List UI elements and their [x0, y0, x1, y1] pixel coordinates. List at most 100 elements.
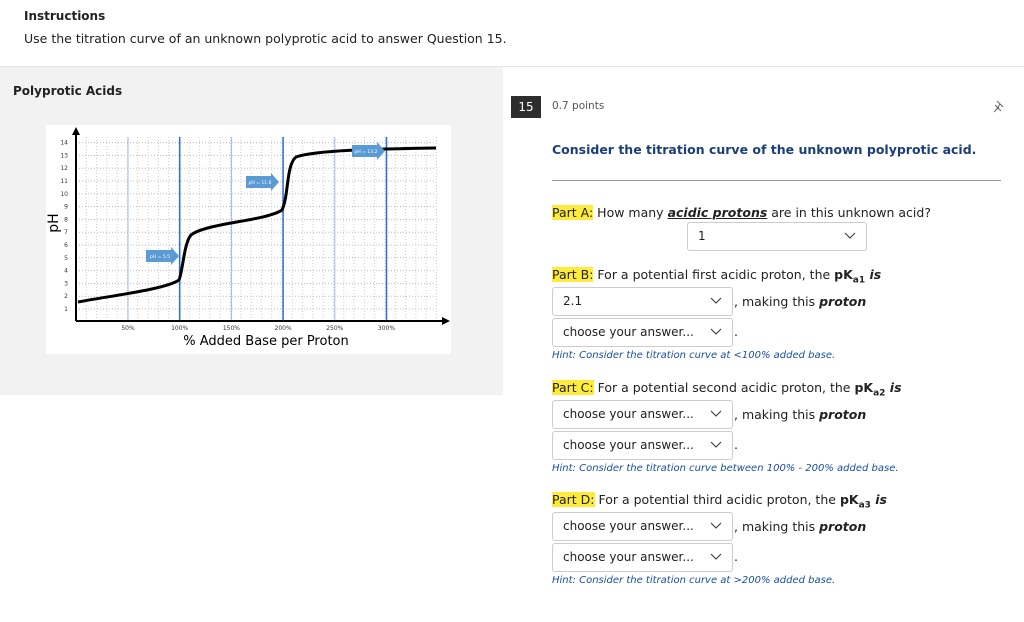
period: .: [734, 549, 738, 564]
prompt-divider: [552, 180, 1001, 181]
y-tick-label: 4: [64, 268, 68, 275]
y-arrow: [72, 127, 80, 135]
y-tick-label: 6: [64, 242, 68, 249]
y-label: pH: [46, 213, 62, 232]
points: 0.7 points: [552, 100, 605, 112]
part-label: Part D: [552, 492, 591, 507]
select-value: 2.1: [563, 294, 583, 308]
select-value: choose your answer...: [563, 325, 694, 339]
answer-select[interactable]: 2.1: [552, 287, 733, 316]
colon: :: [589, 379, 594, 395]
x-label: % Added Base per Proton: [183, 334, 348, 349]
period: .: [734, 549, 738, 564]
proton: proton: [819, 519, 867, 534]
text: , making this: [734, 406, 820, 422]
x-tick-label: 100%: [171, 325, 188, 332]
select-value: choose your answer...: [563, 406, 694, 421]
colon: :: [588, 205, 594, 220]
hint-text: Hint: Consider the titration curve betwe…: [552, 462, 899, 474]
y-tick-label: 3: [64, 280, 68, 287]
answer-select[interactable]: 1: [687, 222, 867, 251]
part-label: Part B: [552, 267, 590, 282]
figure-title: Polyprotic Acids: [13, 84, 123, 98]
y-tick-label: 14: [60, 140, 68, 147]
part: Part B: For a potential first acidic pro…: [552, 267, 881, 286]
part-label: Part A: [552, 205, 589, 220]
annotation: pH = 13.2: [355, 149, 378, 155]
emphasis: acidic protons: [667, 205, 768, 220]
is: is: [870, 492, 887, 507]
y-tick-label: 8: [64, 216, 68, 223]
pk: pK: [839, 492, 859, 507]
part-a: Part A: How many acidic protons are in t…: [552, 205, 931, 220]
annotation: pH = 5.5: [150, 254, 170, 260]
is: is: [885, 379, 902, 395]
period: .: [734, 324, 738, 339]
select-value: 1: [698, 229, 706, 243]
x-tick-label: 150%: [223, 325, 240, 332]
period: .: [734, 436, 738, 452]
hint: Hint: Consider the titration curve at >2…: [552, 575, 835, 586]
y-tick-label: 12: [60, 165, 68, 172]
figure-bg: [46, 125, 451, 354]
pk-sub: a1: [852, 275, 866, 286]
y-tick-label: 11: [60, 178, 68, 185]
pk: pK: [834, 267, 853, 282]
instructions-text: Use the titration curve of an unknown po…: [24, 31, 507, 46]
answer-select[interactable]: choose your answer...: [552, 318, 733, 347]
colon: :: [589, 267, 594, 282]
part: Part D: For a potential third acidic pro…: [552, 492, 887, 511]
hint: Hint: Consider the titration curve at <1…: [552, 350, 835, 361]
text: For a potential second acidic proton, th…: [593, 379, 855, 395]
x-tick-label: 300%: [378, 325, 395, 332]
y-tick-label: 13: [60, 152, 68, 159]
making: , making this proton: [734, 407, 866, 422]
text: are in this unknown acid?: [767, 205, 931, 220]
x-arrow: [442, 317, 450, 325]
part-label: Part C: [552, 379, 590, 395]
period: .: [734, 324, 738, 339]
colon: :: [590, 492, 595, 507]
y-tick-label: 2: [64, 293, 68, 300]
making: , making this proton: [734, 519, 866, 534]
x-tick-label: 250%: [326, 325, 343, 332]
proton: proton: [819, 406, 867, 422]
answer-select[interactable]: choose your answer...: [552, 512, 733, 541]
text: For a potential first acidic proton, the: [593, 267, 835, 282]
text: , making this: [734, 294, 820, 309]
text: How many: [593, 205, 668, 220]
hint: Hint: Consider the titration curve betwe…: [552, 463, 899, 474]
pin-icon[interactable]: [992, 98, 1008, 114]
titration-figure: pH % Added Base per Proton 1234567891011…: [46, 125, 451, 354]
annotation-arrow: [146, 247, 179, 265]
titration-curve: [77, 146, 437, 304]
select-value: choose your answer...: [563, 550, 694, 564]
prompt: Consider the titration curve of the unkn…: [552, 142, 977, 157]
question-number: 15: [511, 96, 541, 118]
x-tick-label: 50%: [121, 325, 135, 332]
divider: [0, 66, 1024, 67]
annotation: pH = 11.6: [249, 180, 272, 186]
hint-text: Hint: Consider the titration curve at >2…: [552, 575, 836, 586]
answer-select[interactable]: choose your answer...: [552, 543, 733, 572]
x-tick-label: 200%: [275, 325, 292, 332]
text: , making this: [734, 519, 820, 534]
hint-text: Hint: Consider the titration curve at <1…: [552, 350, 836, 361]
y-tick-label: 7: [64, 229, 68, 236]
instructions-title: Instructions: [24, 9, 106, 23]
annotation-arrow: [246, 173, 279, 191]
making: , making this proton: [734, 294, 866, 309]
period: .: [734, 437, 738, 452]
text: For a potential third acidic proton, the: [594, 492, 840, 507]
answer-select[interactable]: choose your answer...: [552, 430, 733, 460]
pk-sub: a3: [858, 500, 871, 511]
select-value: choose your answer...: [563, 519, 694, 533]
pk-sub: a2: [873, 388, 886, 398]
answer-select[interactable]: choose your answer...: [552, 399, 733, 429]
annotation-arrow: [352, 142, 385, 160]
select-value: choose your answer...: [563, 437, 694, 452]
y-tick-label: 10: [60, 191, 68, 198]
proton: proton: [819, 294, 867, 309]
part: Part C: For a potential second acidic pr…: [552, 379, 902, 398]
y-tick-label: 5: [64, 255, 68, 262]
